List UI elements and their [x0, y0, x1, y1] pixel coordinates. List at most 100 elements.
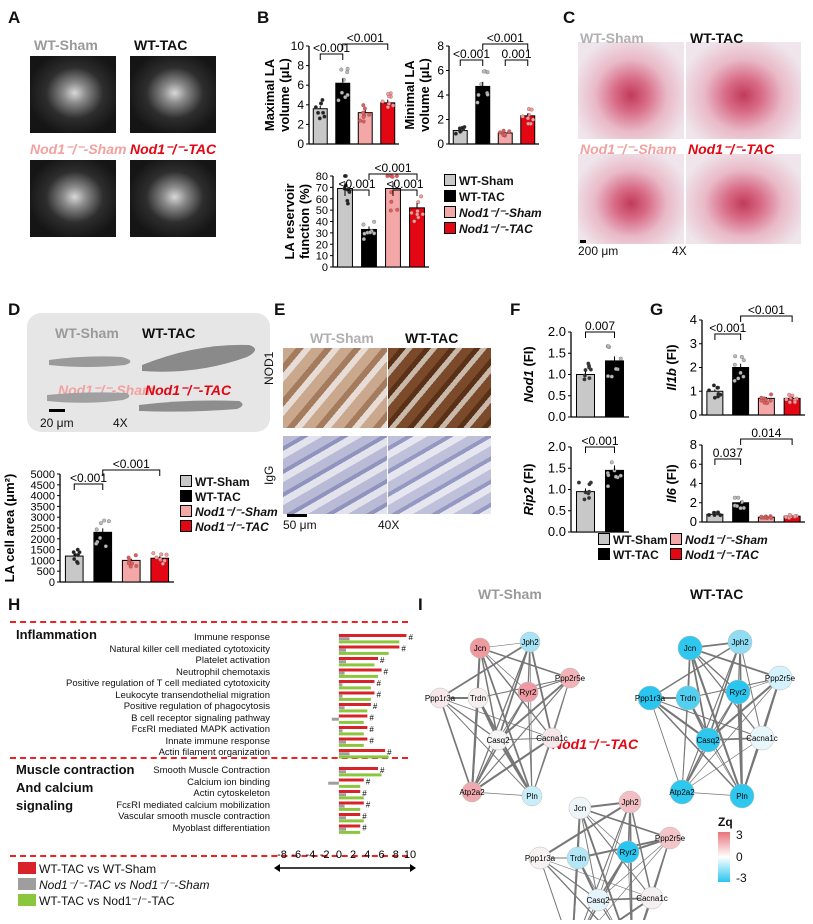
legend-d-wt-tac: WT-TAC — [180, 490, 241, 504]
ihc-nod1-wt-sham — [283, 348, 387, 428]
y-axis-label: Il6 (FI) — [664, 464, 679, 502]
network-node-label: Pln — [526, 792, 538, 801]
mri-image-nod1-tac — [130, 160, 216, 237]
bar-1 — [338, 694, 343, 698]
bar-1 — [338, 683, 343, 687]
network-edge — [479, 647, 533, 797]
data-point — [718, 392, 723, 397]
bar-1 — [338, 827, 346, 831]
network-node-label: Cacna1c — [636, 894, 668, 903]
bar-WT-Sham — [576, 491, 595, 533]
network-edge — [471, 641, 531, 793]
network-edge — [497, 739, 533, 797]
y-tick-label: 0.5 — [548, 388, 566, 403]
data-point — [759, 395, 764, 400]
bar-0 — [338, 680, 375, 683]
data-point — [102, 518, 107, 523]
panel-label-b: B — [257, 8, 270, 27]
legend-b-nod1-sham: Nod1⁻/⁻-Sham — [444, 206, 542, 220]
p-value: 0.037 — [713, 446, 743, 460]
data-point — [712, 513, 717, 518]
p-value: <0.001 — [313, 41, 350, 55]
y-tick-label: 4 — [437, 88, 444, 102]
network-node-label: Jph2 — [621, 798, 639, 807]
pathway-label: FcεRI mediated calcium mobilization — [116, 799, 270, 811]
data-point — [736, 495, 741, 500]
network-node-label: Pln — [736, 792, 748, 801]
data-point — [313, 105, 318, 110]
bar-1 — [338, 740, 346, 744]
network-node-trdn — [675, 685, 701, 711]
histology-wt-sham — [578, 42, 684, 139]
divider-h-mid — [10, 757, 408, 759]
data-point — [715, 385, 720, 390]
bar-2 — [338, 709, 368, 713]
network-node-trdn — [467, 687, 489, 709]
network-edge — [649, 641, 741, 699]
significance-bracket — [319, 53, 344, 60]
data-point — [98, 535, 103, 540]
data-point — [322, 114, 327, 119]
x-tick-label: -2 — [320, 849, 330, 861]
data-point — [764, 515, 769, 520]
data-point — [783, 515, 788, 519]
network-node-label: Trdn — [470, 694, 486, 703]
data-point — [789, 395, 793, 400]
bar-Nod1-Sham — [385, 188, 401, 268]
network-node-label: Ppp1r3a — [425, 694, 456, 703]
bar-0 — [338, 645, 400, 649]
network-node-ppp2r5e — [559, 667, 581, 689]
network-node-cacna1c — [541, 727, 563, 749]
y-tick-label: 0 — [437, 137, 444, 150]
network-node-label: Ppp1r3a — [635, 694, 666, 703]
pathway-label: Myoblast differentiation — [172, 822, 270, 834]
pathway-label: Leukocyte transendothelial migration — [115, 689, 270, 701]
legend-d-nod1-sham: Nod1⁻/⁻-Sham — [180, 505, 278, 519]
bar-WT-TAC — [605, 469, 624, 533]
bar-2 — [338, 674, 378, 678]
network-edge — [497, 641, 531, 741]
y-tick-label: 2000 — [31, 534, 55, 546]
data-point — [606, 374, 610, 379]
y-tick-label: 8 — [690, 437, 697, 452]
network-node-pln — [521, 785, 543, 807]
ihc-label-igg: IgG — [262, 465, 276, 485]
bar-1 — [338, 816, 346, 820]
legend-d-nod1-tac: Nod1⁻/⁻-TAC — [180, 520, 269, 534]
y-tick-label: 1500 — [31, 545, 55, 557]
p-value: <0.001 — [453, 47, 490, 61]
data-point — [361, 119, 366, 124]
network-edge — [539, 857, 562, 920]
network-node-label: Casq2 — [696, 736, 720, 745]
y-tick-label: 1 — [690, 383, 697, 398]
p-value: <0.001 — [374, 161, 411, 175]
bar-0 — [338, 813, 361, 816]
network-node-ryr2 — [616, 840, 640, 864]
bar-0 — [338, 634, 407, 637]
data-point — [498, 130, 503, 135]
data-point — [784, 397, 789, 402]
p-value: <0.001 — [709, 321, 746, 335]
data-point — [94, 527, 99, 532]
network-edge — [539, 857, 599, 901]
network-node-label: Casq2 — [586, 896, 610, 905]
bar-2 — [338, 807, 361, 811]
significance-bracket — [714, 458, 742, 465]
bar-2 — [338, 784, 361, 788]
p-value: 0.007 — [585, 319, 615, 333]
network-node-label: Ppp2r5e — [655, 834, 686, 843]
panel-label-c: C — [563, 8, 576, 27]
ihc-nod1-wt-tac — [388, 348, 491, 428]
x-tick-label: 8 — [393, 849, 399, 861]
data-point — [362, 231, 367, 236]
network-node-ryr2 — [517, 681, 539, 703]
data-point — [71, 550, 76, 555]
data-point — [159, 552, 164, 557]
network-edge — [471, 737, 553, 793]
data-point — [134, 564, 139, 568]
bar-0 — [338, 657, 378, 660]
y-tick-label: 2 — [690, 495, 697, 510]
data-point — [739, 354, 744, 359]
data-point — [160, 561, 165, 566]
data-point — [707, 513, 711, 517]
